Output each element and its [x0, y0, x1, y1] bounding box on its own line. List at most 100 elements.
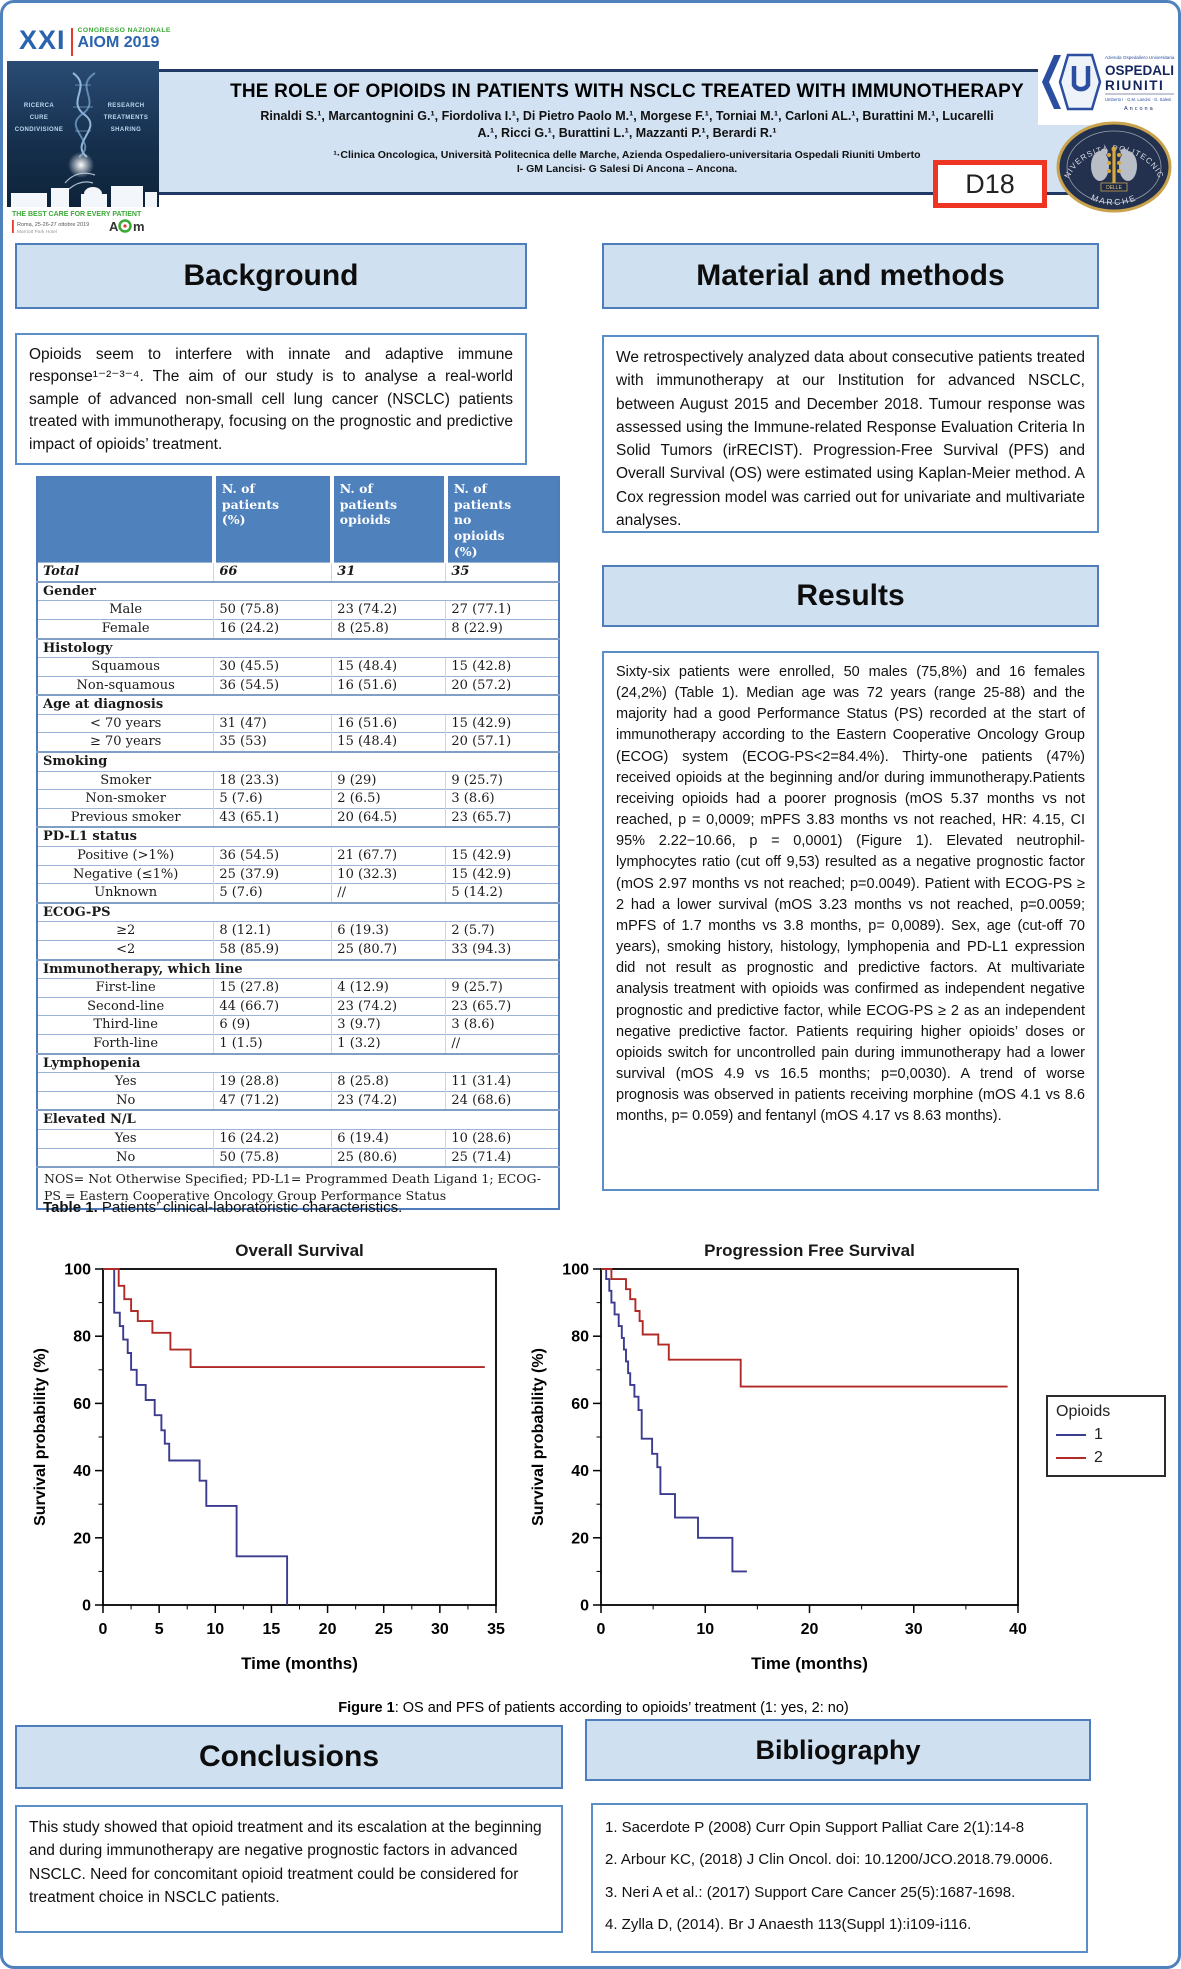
header-band: THE ROLE OF OPIOIDS IN PATIENTS WITH NSC… — [116, 69, 1138, 208]
svg-text:CONDIVISIONE: CONDIVISIONE — [15, 127, 63, 133]
ospedali-riuniti-logo: Azienda Ospedaliero Universitaria OSPEDA… — [1038, 39, 1178, 125]
dna-helix-strand — [72, 72, 92, 158]
table-row: ≥2 8 (12.1) 6 (19.3) 2 (5.7) — [37, 921, 559, 941]
km-curve-1 — [112, 1268, 289, 1605]
x-tick-label: 0 — [99, 1621, 108, 1638]
y-tick-label: 20 — [571, 1530, 589, 1547]
city-skyline — [11, 186, 157, 207]
figure-caption-text: : OS and PFS of patients according to op… — [394, 1700, 849, 1716]
authors-list: Rinaldi S.¹, Marcantognini G.¹, Fiordoli… — [116, 108, 1138, 142]
table-row: No 50 (75.8) 25 (80.6) 25 (71.4) — [37, 1147, 559, 1168]
table-row: Yes 19 (28.8) 8 (25.8) 11 (31.4) — [37, 1072, 559, 1092]
svg-text:CURE: CURE — [30, 115, 49, 121]
x-tick-label: 10 — [696, 1621, 714, 1638]
table-row-group: Lymphopenia — [37, 1052, 559, 1073]
y-axis-label: Survival probability (%) — [32, 1348, 49, 1526]
y-tick-label: 60 — [571, 1396, 589, 1413]
legend-line-sample — [1056, 1456, 1086, 1459]
affiliation-line-2: I- GM Lancisi- G Salesi Di Ancona – Anco… — [516, 162, 738, 175]
x-axis-label: Time (months) — [241, 1654, 358, 1673]
table-row: Total 66 31 35 — [37, 562, 559, 582]
y-tick-label: 0 — [580, 1598, 589, 1615]
affiliation: ¹·Clinica Oncologica, Università Politec… — [116, 148, 1138, 176]
authors-line-1: Rinaldi S.¹, Marcantognini G.¹, Fiordoli… — [260, 109, 994, 123]
svg-text:Ancona: Ancona — [1124, 106, 1155, 112]
plot-frame — [600, 1268, 1019, 1606]
poster-title: THE ROLE OF OPIOIDS IN PATIENTS WITH NSC… — [230, 81, 1024, 102]
congress-red-divider — [70, 28, 73, 56]
table1: N. of patients (%) N. of patients opioids… — [36, 476, 560, 1210]
univpm-seal-logo: UNIVERSITÀ POLITECNICA DELLE MARCHE — [1052, 114, 1173, 213]
legend-entry-label: 1 — [1094, 1426, 1103, 1443]
figure-caption: Figure 1: OS and PFS of patients accordi… — [3, 1700, 1178, 1716]
table-row-group: ECOG-PS — [37, 901, 559, 922]
legend-entry: 1 — [1056, 1423, 1156, 1446]
bibliography-list: 1. Sacerdote P (2008) Curr Opin Support … — [591, 1803, 1088, 1953]
y-tick-label: 100 — [562, 1262, 589, 1279]
congress-year-line: AIOM 2019 — [77, 34, 160, 51]
methods-text: We retrospectively analyzed data about c… — [602, 335, 1099, 533]
table-row-group: Gender — [37, 580, 559, 601]
table-row: No 47 (71.2) 23 (74.2) 24 (68.6) — [37, 1090, 559, 1111]
chart-title: Progression Free Survival — [704, 1241, 915, 1260]
table-row: Non-smoker 5 (7.6) 2 (6.5) 3 (8.6) — [37, 789, 559, 809]
y-tick-label: 100 — [64, 1262, 91, 1279]
light-glow — [68, 152, 94, 178]
chevron-icon — [1042, 55, 1061, 109]
table-row: Smoker 18 (23.3) 9 (29) 9 (25.7) — [37, 770, 559, 790]
opioids-legend: Opioids 1 2 — [1046, 1395, 1166, 1478]
x-tick-label: 15 — [263, 1621, 281, 1638]
table1-caption: Table 1. Patients’ clinical-laboratorist… — [43, 1199, 563, 1216]
bibliography-item: 3. Neri A et al.: (2017) Support Care Ca… — [605, 1883, 1016, 1901]
congress-xxi-text: XXI — [19, 25, 66, 55]
x-tick-label: 30 — [431, 1621, 449, 1638]
table-row: Forth-line 1 (1.5) 1 (3.2)// — [37, 1033, 559, 1054]
bibliography-item: 2. Arbour KC, (2018) J Clin Oncol. doi: … — [605, 1851, 1053, 1869]
table-row: First-line 15 (27.8) 4 (12.9) 9 (25.7) — [37, 978, 559, 998]
svg-text:Umberto I · G.M. Lancisi · G.: Umberto I · G.M. Lancisi · G. Salesi — [1105, 97, 1171, 102]
x-axis-label: Time (months) — [751, 1654, 868, 1673]
table-row: Squamous 30 (45.5) 15 (48.4) 15 (42.8) — [37, 657, 559, 677]
bibliography-item: 4. Zylla D, (2014). Br J Anaesth 113(Sup… — [605, 1915, 972, 1933]
y-tick-label: 60 — [73, 1396, 91, 1413]
table-row: ≥ 70 years 35 (53) 15 (48.4) 20 (57.1) — [37, 732, 559, 753]
conclusions-heading: Conclusions — [15, 1725, 563, 1789]
table1-caption-text: Patients’ clinical-laboratoristic charac… — [97, 1199, 403, 1216]
authors-line-2: A.¹, Ricci G.¹, Burattini L.¹, Mazzanti … — [477, 125, 777, 140]
table-row-group: Age at diagnosis — [37, 694, 559, 715]
svg-text:OSPEDALI: OSPEDALI — [1105, 63, 1174, 78]
legend-line-sample — [1056, 1433, 1086, 1436]
svg-text:RICERCA: RICERCA — [24, 103, 54, 109]
table-row: Yes 16 (24.2) 6 (19.4) 10 (28.6) — [37, 1128, 559, 1149]
hexagon-u-icon — [1058, 53, 1102, 111]
svg-text:TREATMENTS: TREATMENTS — [104, 115, 149, 121]
km-curve-2 — [103, 1268, 485, 1369]
y-tick-label: 80 — [571, 1329, 589, 1346]
aiom-mini-logo: A m — [109, 219, 145, 234]
x-tick-label: 5 — [155, 1621, 164, 1638]
congress-art-svg: RICERCA CURE CONDIVISIONE RESEARCH TREAT… — [7, 61, 159, 243]
table1-header-row: N. of patients (%) N. of patients opioids… — [37, 477, 559, 563]
y-axis-label: Survival probability (%) — [530, 1348, 547, 1526]
x-tick-label: 30 — [905, 1621, 923, 1638]
x-tick-label: 20 — [801, 1621, 819, 1638]
conclusions-text: This study showed that opioid treatment … — [15, 1805, 563, 1933]
svg-text:SHARING: SHARING — [111, 127, 141, 133]
background-heading: Background — [15, 243, 527, 309]
svg-text:Azienda Ospedaliero Universita: Azienda Ospedaliero Universitaria — [1105, 55, 1175, 60]
bibliography-heading: Bibliography — [585, 1719, 1091, 1781]
progression-free-survival-chart: Progression Free Survival 0 10 20 30 40 0 20 40 6… — [530, 1241, 1027, 1673]
x-tick-label: 25 — [375, 1621, 393, 1638]
congress-name-line: CONGRESSO NAZIONALE — [77, 27, 171, 34]
y-tick-label: 0 — [82, 1598, 91, 1615]
table-row-group: Immunotherapy, which line — [37, 958, 559, 979]
svg-text:MARCHE: MARCHE — [1090, 192, 1139, 207]
results-text: Sixty-six patients were enrolled, 50 mal… — [602, 651, 1099, 1191]
congress-tagline: THE BEST CARE FOR EVERY PATIENT — [12, 211, 142, 218]
table-row-group: PD-L1 status — [37, 826, 559, 847]
chart-title: Overall Survival — [235, 1241, 364, 1260]
table-row: Positive (>1%) 36 (54.5) 21 (67.7) 15 (42.9… — [37, 846, 559, 866]
table1-header-empty — [37, 477, 214, 563]
results-heading: Results — [602, 565, 1099, 627]
congress-poster-image: RICERCA CURE CONDIVISIONE RESEARCH TREAT… — [7, 61, 159, 243]
